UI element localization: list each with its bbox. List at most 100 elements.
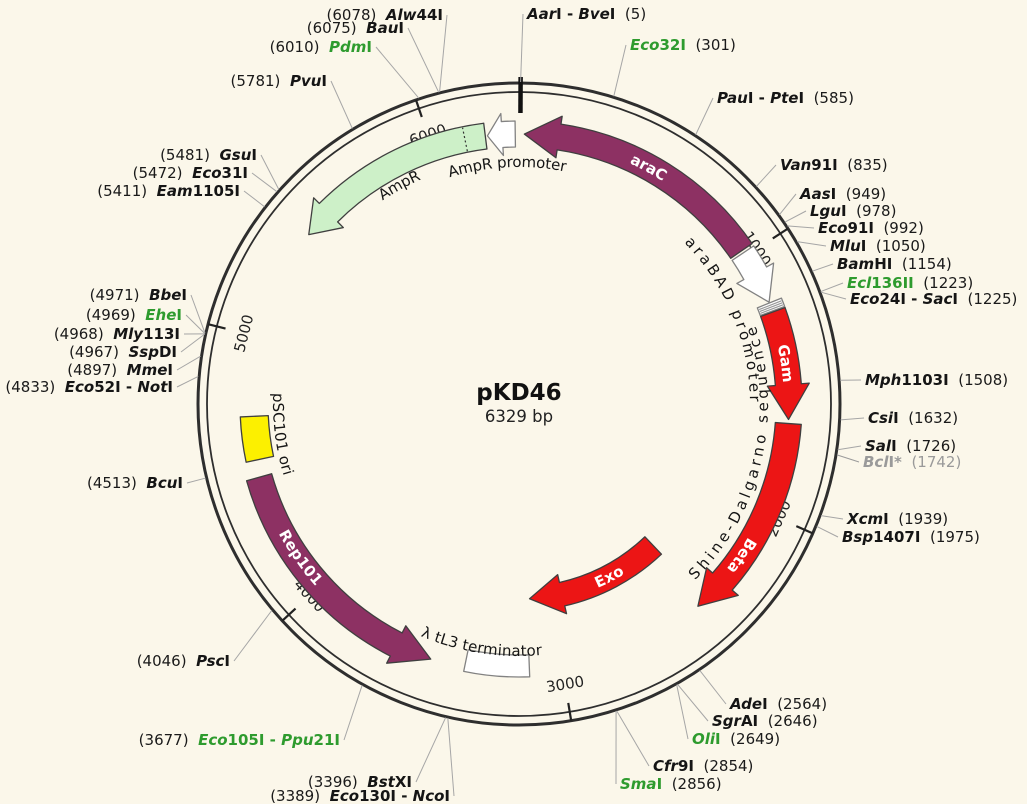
site-label-BcuI: (4513) BcuI	[87, 474, 183, 492]
site-label-Van91I: Van91I (835)	[780, 156, 888, 174]
svg-text:Eco32I (301): Eco32I (301)	[630, 36, 736, 54]
svg-text:(4968) Mly113I: (4968) Mly113I	[54, 325, 180, 343]
svg-text:(3677) Eco105I - Ppu21I: (3677) Eco105I - Ppu21I	[139, 731, 340, 749]
svg-text:SgrAI (2646): SgrAI (2646)	[712, 712, 818, 730]
site-label-BclI*: BclI* (1742)	[863, 453, 961, 471]
svg-text:PauI - PteI (585): PauI - PteI (585)	[717, 89, 854, 107]
site-label-Eco31I: (5472) Eco31I	[133, 164, 248, 182]
feature-label-ampR-promoter: AmpR promoter	[446, 153, 569, 181]
svg-text:AarI - BveI (5): AarI - BveI (5)	[526, 5, 646, 23]
site-label-PdmI: (6010) PdmI	[270, 38, 372, 56]
feature-araC	[523, 115, 753, 259]
site-label-Mly113I: (4968) Mly113I	[54, 325, 180, 343]
svg-text:SmaI (2856): SmaI (2856)	[620, 775, 722, 793]
svg-text:AdeI (2564): AdeI (2564)	[729, 695, 827, 713]
svg-text:(6010) PdmI: (6010) PdmI	[270, 38, 372, 56]
svg-text:Eco91I (992): Eco91I (992)	[818, 219, 924, 237]
site-label-Eco52I-NotI: (4833) Eco52I - NotI	[5, 378, 173, 396]
site-label-MmeI: (4897) MmeI	[67, 361, 173, 379]
svg-text:(4046) PscI: (4046) PscI	[137, 652, 230, 670]
site-label-LguI: LguI (978)	[810, 202, 896, 220]
site-label-Eco130I-NcoI: (3389) Eco130I - NcoI	[270, 787, 450, 804]
svg-text:OliI (2649): OliI (2649)	[692, 730, 780, 748]
svg-text:Ecl136II (1223): Ecl136II (1223)	[847, 274, 973, 292]
site-label-AdeI: AdeI (2564)	[729, 695, 827, 713]
feature-ampR-promoter	[486, 112, 517, 157]
feature-exo	[528, 536, 663, 615]
feature-label-pSC101-ori: pSC101 ori	[269, 393, 297, 477]
site-label-EheI: (4969) EheI	[86, 306, 182, 324]
svg-text:(3389) Eco130I - NcoI: (3389) Eco130I - NcoI	[270, 787, 450, 804]
site-callout-lines	[176, 13, 865, 797]
site-label-AasI: AasI (949)	[799, 185, 886, 203]
svg-text:Cfr9I (2854): Cfr9I (2854)	[653, 757, 753, 775]
site-label-Eam1105I: (5411) Eam1105I	[97, 182, 240, 200]
feature-lambda-tL3-terminator	[463, 649, 531, 678]
svg-text:(4833) Eco52I - NotI: (4833) Eco52I - NotI	[5, 378, 173, 396]
svg-text:(6078) Alw44I: (6078) Alw44I	[327, 6, 444, 24]
site-label-AarI-BveI: AarI - BveI (5)	[526, 5, 646, 23]
svg-text:MluI (1050): MluI (1050)	[830, 237, 926, 255]
site-label-Eco24I-SacI: Eco24I - SacI (1225)	[850, 290, 1017, 308]
svg-text:(3396) BstXI: (3396) BstXI	[308, 773, 412, 791]
site-label-PauI-PteI: PauI - PteI (585)	[717, 89, 854, 107]
svg-text:Van91I (835): Van91I (835)	[780, 156, 888, 174]
svg-text:BclI* (1742): BclI* (1742)	[863, 453, 961, 471]
site-label-CsiI: CsiI (1632)	[868, 409, 958, 427]
site-label-Cfr9I: Cfr9I (2854)	[653, 757, 753, 775]
svg-text:LguI (978): LguI (978)	[810, 202, 896, 220]
site-label-SalI: SalI (1726)	[865, 437, 956, 455]
site-label-OliI: OliI (2649)	[692, 730, 780, 748]
site-label-GsuI: (5481) GsuI	[160, 146, 257, 164]
feature-pSC101-ori	[239, 414, 275, 463]
svg-text:3000: 3000	[545, 672, 586, 696]
site-label-PscI: (4046) PscI	[137, 652, 230, 670]
feature-beta	[697, 421, 802, 607]
svg-text:(4513) BcuI: (4513) BcuI	[87, 474, 183, 492]
svg-text:(5472) Eco31I: (5472) Eco31I	[133, 164, 248, 182]
site-label-BstXI: (3396) BstXI	[308, 773, 412, 791]
site-label-SgrAI: SgrAI (2646)	[712, 712, 818, 730]
site-label-MluI: MluI (1050)	[830, 237, 926, 255]
svg-text:XcmI (1939): XcmI (1939)	[846, 510, 948, 528]
svg-text:Bsp1407I (1975): Bsp1407I (1975)	[842, 528, 980, 546]
site-label-Eco105I-Ppu21I: (3677) Eco105I - Ppu21I	[139, 731, 340, 749]
site-label-SmaI: SmaI (2856)	[620, 775, 722, 793]
svg-text:(5411) Eam1105I: (5411) Eam1105I	[97, 182, 240, 200]
svg-text:SalI (1726): SalI (1726)	[865, 437, 956, 455]
svg-text:Eco24I - SacI (1225): Eco24I - SacI (1225)	[850, 290, 1017, 308]
site-label-Ecl136II: Ecl136II (1223)	[847, 274, 973, 292]
svg-text:Mph1103I (1508): Mph1103I (1508)	[865, 371, 1008, 389]
feature-araBAD-promoter	[731, 245, 775, 303]
feature-shine-dalgarno-sequence	[756, 297, 786, 317]
site-label-BbeI: (4971) BbeI	[90, 286, 187, 304]
svg-text:(5781) PvuI: (5781) PvuI	[231, 72, 327, 90]
tick-3000: 3000	[545, 672, 586, 721]
site-label-Alw44I: (6078) Alw44I	[327, 6, 444, 24]
plasmid-length: 6329 bp	[485, 407, 553, 426]
feature-label-lambda-tL3-terminator: λ tL3 terminator	[419, 623, 543, 660]
svg-text:(6075) BauI: (6075) BauI	[307, 19, 404, 37]
svg-text:(5481) GsuI: (5481) GsuI	[160, 146, 257, 164]
svg-text:(4971) BbeI: (4971) BbeI	[90, 286, 187, 304]
svg-text:(4897) MmeI: (4897) MmeI	[67, 361, 173, 379]
site-label-Eco32I: Eco32I (301)	[630, 36, 736, 54]
site-label-Bsp1407I: Bsp1407I (1975)	[842, 528, 980, 546]
site-label-BamHI: BamHI (1154)	[837, 255, 952, 273]
svg-text:5000: 5000	[230, 313, 257, 354]
feature-label-gam: Gam	[774, 343, 798, 383]
svg-text:CsiI (1632): CsiI (1632)	[868, 409, 958, 427]
site-label-PvuI: (5781) PvuI	[231, 72, 327, 90]
site-label-XcmI: XcmI (1939)	[846, 510, 948, 528]
svg-text:BamHI (1154): BamHI (1154)	[837, 255, 952, 273]
site-label-Eco91I: Eco91I (992)	[818, 219, 924, 237]
feature-ampR	[308, 122, 488, 236]
site-label-BauI: (6075) BauI	[307, 19, 404, 37]
svg-text:AasI (949): AasI (949)	[799, 185, 886, 203]
svg-text:(4969) EheI: (4969) EheI	[86, 306, 182, 324]
feature-rep101	[245, 473, 432, 664]
plasmid-title: pKD46	[476, 380, 561, 406]
feature-gam	[759, 306, 810, 421]
